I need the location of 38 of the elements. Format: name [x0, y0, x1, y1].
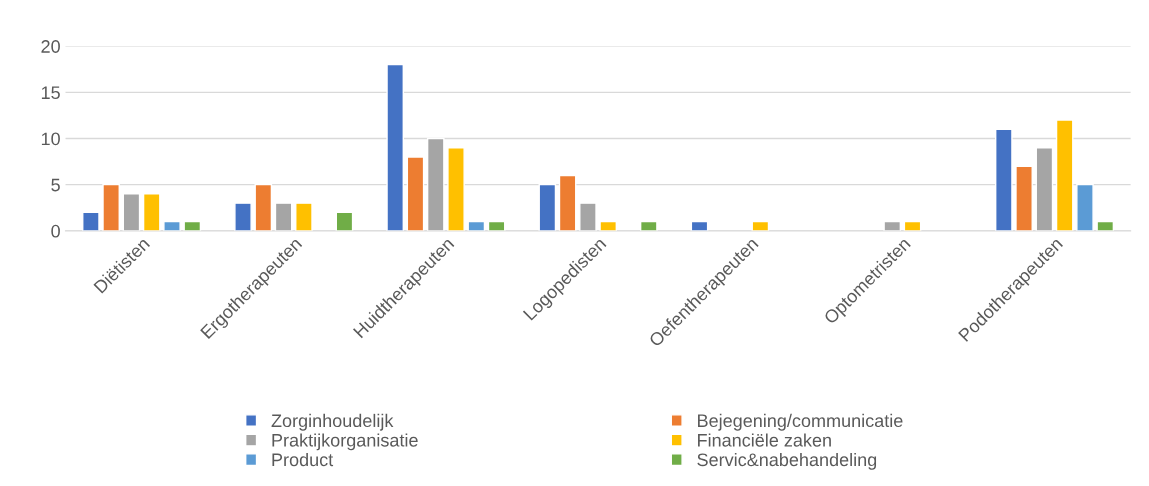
bar	[1055, 119, 1074, 231]
bar	[254, 183, 273, 231]
y-tick-label: 15	[41, 86, 60, 100]
bar	[335, 211, 354, 231]
bar	[883, 220, 902, 231]
y-tick-label: 5	[51, 178, 60, 192]
bar	[406, 156, 425, 231]
y-tick-label: 10	[41, 132, 60, 146]
y-tick-label: 0	[51, 224, 60, 238]
legend-label: Praktijkorganisatie	[272, 433, 418, 451]
bar	[426, 137, 445, 231]
bar	[599, 220, 618, 231]
bar	[163, 220, 181, 231]
bar	[558, 174, 577, 231]
bar	[538, 183, 557, 231]
bar	[274, 202, 293, 231]
bar	[183, 220, 202, 231]
bar	[1035, 147, 1054, 231]
legend-label: Product	[272, 452, 334, 467]
legend-label: Zorginhoudelijk	[271, 413, 394, 431]
bar	[639, 220, 658, 231]
legend-label: Bejegening/communicatie	[698, 413, 903, 431]
bar	[1015, 165, 1033, 231]
legend-label: Servic&nabehandeling	[697, 452, 877, 470]
bar	[82, 211, 100, 231]
bar	[447, 147, 465, 231]
bar	[386, 63, 404, 231]
legend-label: Financiële zaken	[698, 433, 831, 447]
bar	[142, 193, 161, 231]
bar	[295, 202, 313, 231]
y-tick-label: 20	[41, 40, 60, 53]
bar	[234, 202, 252, 231]
bar	[1096, 220, 1115, 231]
bar	[102, 183, 120, 231]
bar	[579, 202, 597, 231]
bar	[995, 128, 1013, 231]
bar	[122, 193, 141, 231]
bar	[1076, 183, 1094, 231]
